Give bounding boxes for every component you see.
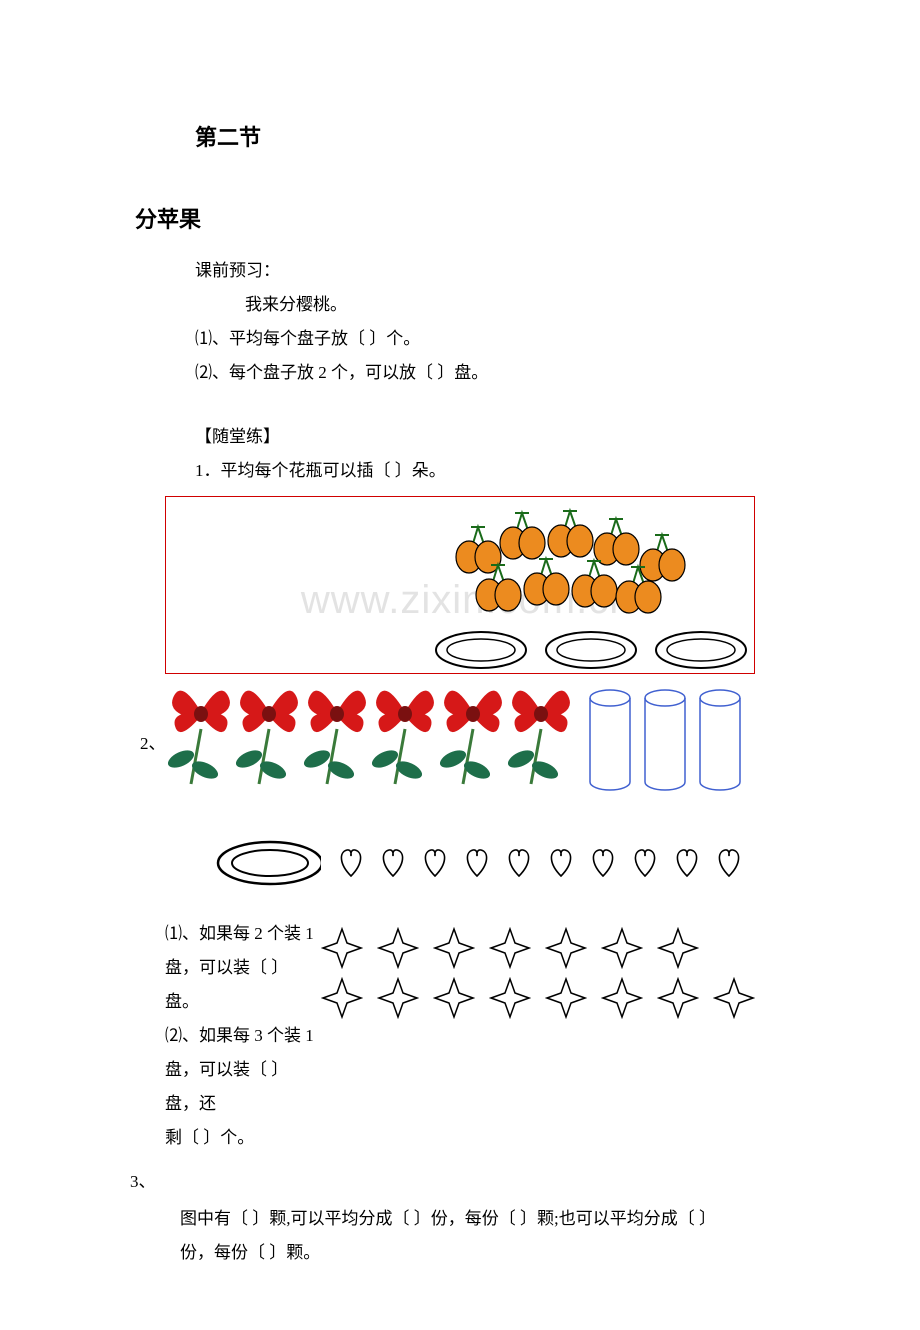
preview-line: 我来分樱桃。 <box>245 288 755 322</box>
preview-q1: ⑴、平均每个盘子放〔 〕个。 <box>195 322 755 356</box>
star-icon <box>321 977 363 1019</box>
star-icon <box>657 927 699 969</box>
practice-label: 【随堂练】 <box>195 420 755 454</box>
star-icon <box>489 927 531 969</box>
q2-2c: 剩〔 〕个。 <box>165 1121 321 1155</box>
star-icon <box>713 977 755 1019</box>
stars-row-2 <box>321 977 755 1019</box>
section-number: 第二节 <box>195 120 755 152</box>
q2-2a: ⑵、如果每 3 个装 1 <box>165 1019 321 1053</box>
q2-wrap: ⑴、如果每 2 个装 1 盘，可以装〔 〕盘。 ⑵、如果每 3 个装 1 盘，可… <box>165 917 755 1155</box>
plate-icon <box>215 839 321 887</box>
q3-line2: 份，每份〔 〕颗。 <box>180 1236 755 1270</box>
preview-q2: ⑵、每个盘子放 2 个，可以放〔 〕盘。 <box>195 356 755 390</box>
q3-label: 3、 <box>130 1167 755 1192</box>
q2-2b: 盘，可以装〔 〕盘，还 <box>165 1053 321 1121</box>
star-icon <box>433 927 475 969</box>
cherry-plates-svg <box>166 497 756 673</box>
star-icon <box>433 977 475 1019</box>
stars-row-1 <box>321 927 755 969</box>
star-icon <box>545 927 587 969</box>
star-icon <box>321 927 363 969</box>
star-icon <box>601 927 643 969</box>
star-icon <box>657 977 699 1019</box>
q2-1a: ⑴、如果每 2 个装 1 <box>165 917 321 951</box>
star-icon <box>377 927 419 969</box>
q2-label: 2、 <box>140 729 166 754</box>
cherry-box <box>165 496 755 674</box>
preview-label: 课前预习： <box>195 254 755 288</box>
star-icon <box>545 977 587 1019</box>
flowers-vases-svg: [0,68,136,204,272,340] <box>165 684 755 794</box>
plate-hearts-row <box>215 839 755 887</box>
q3-line1: 图中有〔 〕颗,可以平均分成〔 〕份，每份〔 〕颗;也可以平均分成〔 〕 <box>180 1202 755 1236</box>
flowers-row: 2、 [0,68,136,204,272,340] <box>165 684 755 794</box>
q2-text: ⑴、如果每 2 个装 1 盘，可以装〔 〕盘。 ⑵、如果每 3 个装 1 盘，可… <box>165 917 321 1155</box>
page-content: 第二节 分苹果 课前预习： 我来分樱桃。 ⑴、平均每个盘子放〔 〕个。 ⑵、每个… <box>0 0 920 1330</box>
star-icon <box>377 977 419 1019</box>
q1: 1．平均每个花瓶可以插〔 〕朵。 <box>195 454 755 488</box>
star-icon <box>601 977 643 1019</box>
stars-area <box>321 917 755 1155</box>
star-icon <box>489 977 531 1019</box>
hearts-row-svg <box>331 842 755 884</box>
q3-text: 图中有〔 〕颗,可以平均分成〔 〕份，每份〔 〕颗;也可以平均分成〔 〕 份，每… <box>180 1202 755 1270</box>
page-title: 分苹果 <box>135 202 755 234</box>
q2-1b: 盘，可以装〔 〕盘。 <box>165 951 321 1019</box>
